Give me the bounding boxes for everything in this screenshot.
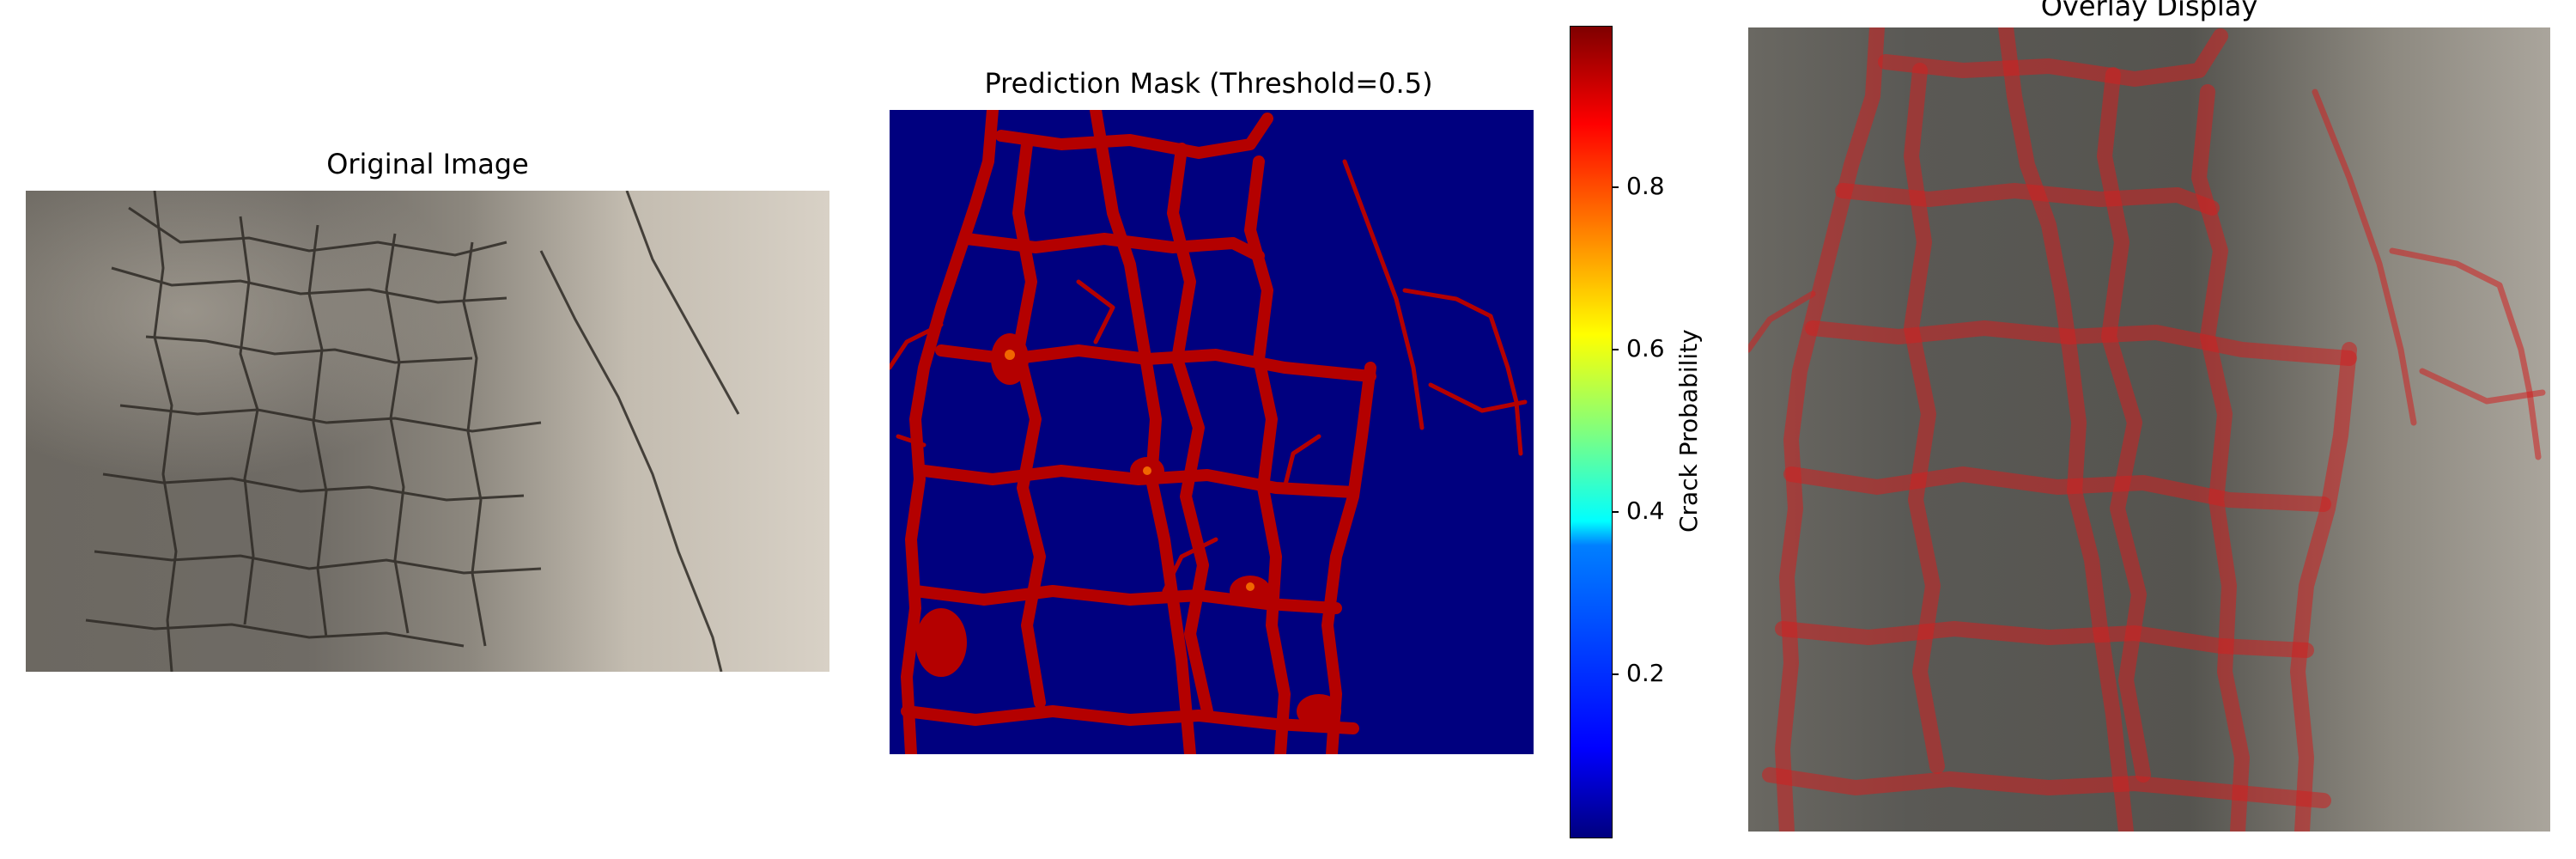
- colorbar-tick: [1612, 511, 1619, 513]
- colorbar-tick-label: 0.4: [1626, 497, 1665, 525]
- colorbar-tick: [1612, 349, 1619, 350]
- pavement-photo: [26, 191, 829, 672]
- crack-probability-map: [890, 110, 1534, 754]
- prediction-mask-title: Prediction Mask (Threshold=0.5): [984, 67, 1433, 100]
- original-image: [26, 191, 829, 672]
- overlay-display-title: Overlay Display: [2040, 0, 2258, 22]
- overlay-image: [1748, 27, 2550, 832]
- colorbar-tick: [1612, 673, 1619, 675]
- colorbar-tick: [1612, 186, 1619, 188]
- colorbar: [1570, 26, 1613, 838]
- colorbar-label: Crack Probability: [1674, 329, 1703, 533]
- colorbar-tick-label: 0.6: [1626, 334, 1665, 362]
- original-image-title: Original Image: [326, 148, 529, 180]
- colorbar-tick-label: 0.8: [1626, 172, 1665, 200]
- prediction-mask: [890, 110, 1534, 754]
- colorbar-tick-label: 0.2: [1626, 659, 1665, 687]
- overlay-display: [1748, 27, 2550, 832]
